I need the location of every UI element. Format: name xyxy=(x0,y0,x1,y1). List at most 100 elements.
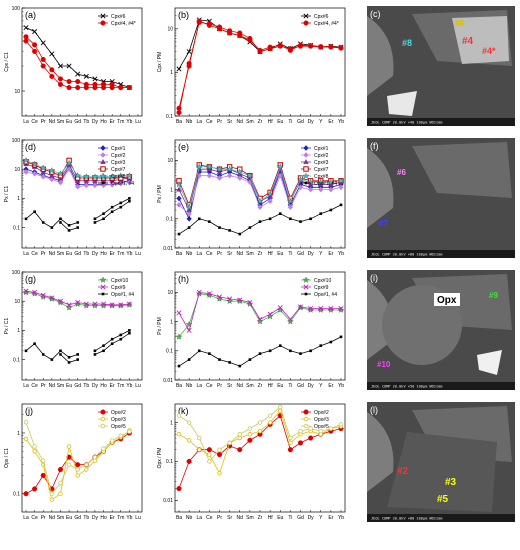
data-point xyxy=(23,436,29,442)
y-axis-label: Px / PM xyxy=(157,317,163,335)
data-point xyxy=(176,195,182,202)
legend-marker xyxy=(100,284,106,290)
x-tick-label: La xyxy=(23,251,29,257)
data-point xyxy=(319,212,323,215)
sem-spot-label: #8 xyxy=(402,38,412,48)
data-point xyxy=(307,186,314,193)
data-point xyxy=(329,340,333,344)
legend-marker xyxy=(304,181,308,185)
x-tick-label: Ho xyxy=(100,251,107,257)
data-point xyxy=(41,221,45,224)
data-point xyxy=(57,298,63,304)
y-tick-label: 1 xyxy=(170,70,173,76)
data-point xyxy=(216,295,223,302)
legend-entry: Opx#2 xyxy=(111,410,126,416)
legend-marker xyxy=(303,152,309,158)
sem-footer-text: JEOL COMP 20.0kV ×80 100µm WD11mm xyxy=(371,517,442,521)
data-point xyxy=(75,79,81,85)
data-point xyxy=(33,210,36,214)
data-point xyxy=(39,164,47,171)
series-extra-3 xyxy=(59,331,131,364)
data-point xyxy=(108,173,116,180)
x-tick-label: Ti xyxy=(288,515,292,521)
data-point xyxy=(206,22,212,28)
y-tick-label: 10 xyxy=(167,27,173,33)
data-point xyxy=(24,349,28,353)
data-point xyxy=(287,447,293,453)
series-Opx-1-4 xyxy=(24,329,131,361)
data-point xyxy=(75,467,80,472)
data-point xyxy=(257,428,263,434)
data-point xyxy=(48,167,56,174)
data-point xyxy=(185,203,193,210)
sem-spot-label: #10 xyxy=(377,360,391,369)
data-point xyxy=(102,212,105,215)
plot-frame xyxy=(174,7,346,117)
data-point xyxy=(40,40,46,46)
x-tick-label: Ho xyxy=(100,383,107,389)
legend-marker xyxy=(303,145,309,151)
data-point xyxy=(119,333,123,337)
data-point xyxy=(216,294,223,300)
data-point xyxy=(50,226,54,229)
x-tick-label: Ba xyxy=(176,251,182,257)
data-point xyxy=(50,358,54,361)
data-point xyxy=(76,358,79,361)
data-point xyxy=(237,297,243,303)
data-point xyxy=(267,198,273,205)
data-point xyxy=(277,163,284,170)
panel-label: (f) xyxy=(370,141,379,151)
sem-spot-label: #9 xyxy=(489,291,498,300)
data-point xyxy=(196,18,202,24)
x-tick-label: Ba xyxy=(176,383,182,389)
data-point xyxy=(41,353,45,356)
legend-marker xyxy=(100,20,106,26)
legend-entry: Cpx#10 xyxy=(111,278,128,284)
data-point xyxy=(76,353,79,356)
data-point xyxy=(226,172,233,179)
x-tick-label: Er xyxy=(328,251,333,257)
series-Cpx-8 xyxy=(175,163,345,210)
data-point xyxy=(177,364,181,368)
legend-marker xyxy=(101,292,105,296)
data-point xyxy=(267,420,273,425)
data-point xyxy=(176,413,182,418)
y-tick-label: 10 xyxy=(14,89,20,95)
legend-entry: Cpx#6 xyxy=(111,14,126,20)
panel-label: (g) xyxy=(25,274,36,284)
data-point xyxy=(227,30,233,36)
data-point xyxy=(75,473,80,478)
x-tick-label: Ce xyxy=(206,515,213,521)
data-point xyxy=(216,175,223,181)
data-point xyxy=(247,300,253,306)
x-tick-label: Nd xyxy=(49,383,56,389)
x-tick-label: Ce xyxy=(206,119,213,125)
x-tick-label: Yb xyxy=(338,383,344,389)
data-point xyxy=(187,226,191,229)
x-tick-label: Eu xyxy=(66,383,72,389)
data-point xyxy=(49,172,55,178)
plot-frame xyxy=(174,139,346,249)
legend-entry: Opx#1, #4 xyxy=(314,181,337,187)
data-point xyxy=(83,302,90,309)
x-tick-label: Lu xyxy=(135,383,141,389)
x-tick-label: Nb xyxy=(186,119,193,125)
data-point xyxy=(248,226,252,229)
x-tick-label: Tm xyxy=(117,383,124,389)
data-point xyxy=(197,217,201,221)
data-point xyxy=(91,302,99,309)
data-point xyxy=(186,420,192,425)
x-tick-label: Ti xyxy=(288,251,292,257)
data-point xyxy=(84,462,89,467)
data-point xyxy=(119,201,123,205)
data-point xyxy=(176,310,182,316)
x-tick-label: Sm xyxy=(246,515,254,521)
data-point xyxy=(216,26,223,32)
x-tick-label: Nd xyxy=(49,251,56,257)
y-axis-label: Px / C1 xyxy=(4,318,10,335)
y-tick-label: 0.01 xyxy=(163,378,173,384)
plot-frame xyxy=(174,271,346,381)
